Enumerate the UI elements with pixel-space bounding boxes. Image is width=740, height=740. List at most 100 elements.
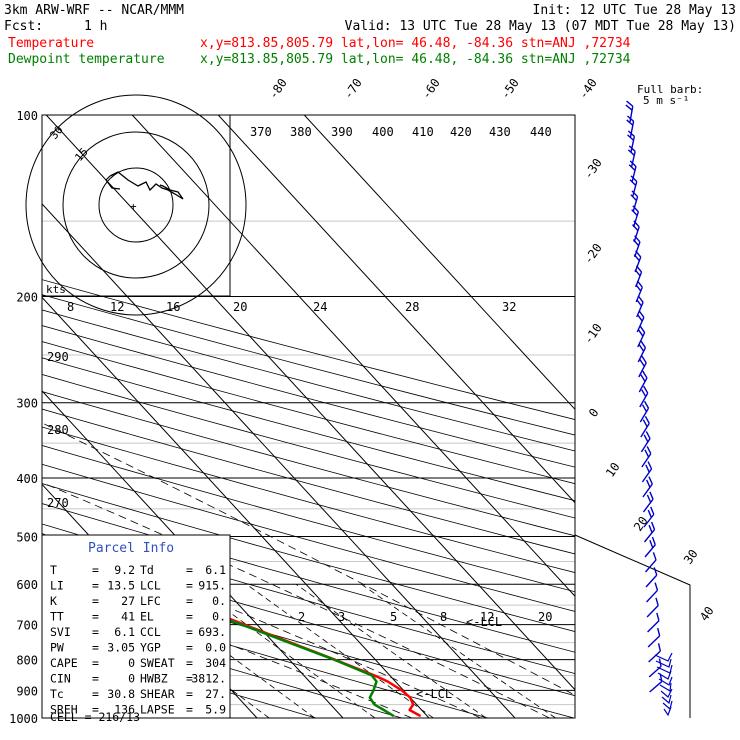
temperature-point (386, 680, 389, 683)
parcel-value: 3812. (191, 672, 226, 686)
wind-barb (627, 145, 636, 168)
isotherm-label: 10 (603, 460, 623, 480)
theta-label: 420 (450, 125, 472, 139)
parcel-equals: = (186, 687, 193, 701)
wind-barb (640, 431, 651, 453)
isotherm-line (303, 115, 575, 411)
parcel-equals: = (186, 579, 193, 593)
wind-barb-surface (657, 670, 672, 680)
mixing-ratio-line (295, 583, 487, 718)
pressure-tick-label: 1000 (9, 712, 38, 726)
wind-barb (638, 355, 647, 378)
parcel-cell: CELL = 216/13 (50, 710, 140, 724)
wind-barb (629, 175, 638, 198)
hodograph-kts-label: kts (46, 283, 66, 296)
theta-label: 390 (331, 125, 353, 139)
parcel-value: 13.5 (107, 579, 135, 593)
wind-barb-surface (655, 658, 672, 668)
parcel-equals: = (186, 625, 193, 639)
wind-barb (633, 250, 642, 273)
dry-adiabat-line (42, 463, 575, 612)
wind-barb-surface (663, 706, 672, 717)
wind-barb (625, 100, 634, 123)
parcel-label: CIN (50, 672, 71, 686)
isotherm-label: -70 (341, 76, 365, 102)
parcel-label: SREH (50, 703, 78, 717)
pressure-tick-label: 800 (16, 654, 38, 668)
mixing-ratio-label: 12 (480, 610, 494, 624)
moist-adiabat-line (42, 422, 575, 696)
parcel-value: 0 (128, 656, 135, 670)
parcel-value: 27. (205, 687, 226, 701)
parcel-value: 6.1 (205, 563, 226, 577)
parcel-label: LAPSE (140, 703, 175, 717)
wind-barb (647, 612, 660, 633)
mixing-ratio-line (361, 583, 556, 718)
dry-adiabat-line (42, 279, 575, 420)
theta-label: 440 (530, 125, 552, 139)
temperature-point (409, 696, 412, 699)
dry-adiabat-line (42, 325, 575, 468)
parcel-equals: = (186, 703, 193, 717)
wind-barb-surface (659, 682, 672, 692)
mixing-ratio-label: 8 (67, 300, 74, 314)
parcel-equals: = (92, 594, 99, 608)
barb-legend-line2: 5 m s⁻¹ (643, 94, 689, 107)
isotherm-line (42, 390, 344, 718)
mixing-ratio-line (91, 583, 270, 718)
wind-barb (642, 476, 653, 498)
temperature-point (401, 689, 403, 692)
dewpoint-legend: Dewpoint temperature (8, 52, 165, 67)
isotherm-label: -60 (419, 76, 443, 102)
isotherm-line (131, 115, 575, 597)
parcel-label: YGP (140, 641, 161, 655)
dewpoint-point (373, 703, 376, 706)
parcel-value: 27 (121, 594, 135, 608)
mixing-ratio-line (134, 583, 315, 718)
plot-frame-extension (574, 534, 691, 718)
parcel-equals: = (186, 656, 193, 670)
dry-adiabat-line (42, 426, 575, 574)
dewpoint-point (240, 623, 243, 626)
parcel-value: 136 (114, 703, 135, 717)
parcel-value: 3.05 (107, 641, 135, 655)
parcel-label: LI (50, 579, 64, 593)
parcel-equals: = (92, 687, 99, 701)
parcel-label: SHEAR (140, 687, 175, 701)
temperature-point (290, 641, 292, 644)
location-info-temperature: x,y=813.85,805.79 lat,lon= 46.48, -84.36… (200, 36, 631, 51)
wind-barb (642, 491, 654, 513)
wind-barb (644, 552, 657, 573)
parcel-value: 0 (128, 672, 135, 686)
parcel-value: 41 (121, 610, 135, 624)
lcl-marker-label: <-LCL (416, 687, 452, 701)
parcel-equals: = (92, 563, 99, 577)
dry-adiabat-line (42, 566, 575, 718)
dry-adiabat-line (42, 445, 575, 593)
parcel-equals: = (92, 641, 99, 655)
mixing-ratio-label: 28 (405, 300, 419, 314)
temperature-point (419, 715, 421, 717)
parcel-label: Tc (50, 687, 64, 701)
wind-barb (643, 506, 655, 528)
wind-barbs (625, 100, 673, 717)
wind-barb (631, 220, 640, 243)
pressure-tick-label: 600 (16, 578, 38, 592)
mixing-ratio-label: 16 (166, 300, 180, 314)
parcel-equals: = (92, 672, 99, 686)
isotherm-line (217, 115, 575, 504)
parcel-equals: = (186, 672, 193, 686)
isotherm-label: -40 (576, 76, 600, 102)
temperature-point (243, 623, 245, 626)
parcel-value: 0. (212, 610, 226, 624)
model-title: 3km ARW-WRF -- NCAR/MMM (4, 3, 184, 18)
wind-barb (648, 643, 662, 663)
pressure-tick-label: 100 (16, 109, 38, 123)
isotherm-label: 0 (586, 406, 602, 420)
parcel-label: T (50, 563, 57, 577)
parcel-label: Td (140, 563, 154, 577)
dewpoint-point (375, 680, 378, 683)
pressure-tick-label: 200 (16, 291, 38, 305)
mixing-ratio-label: 3 (338, 610, 345, 624)
